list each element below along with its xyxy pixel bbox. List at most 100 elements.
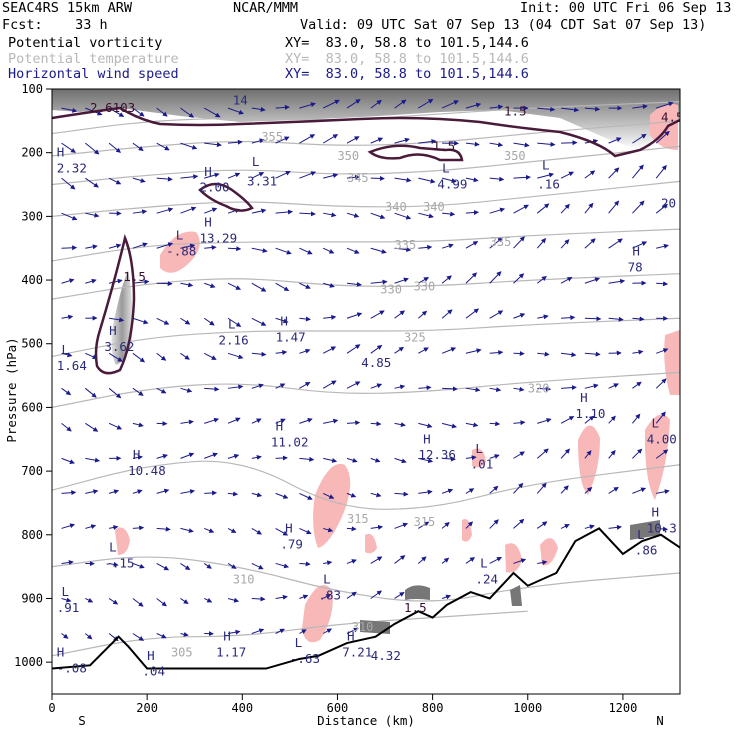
- wind-arrow: [489, 176, 505, 182]
- wind-arrow: [560, 416, 575, 424]
- wind-arrow: [251, 106, 266, 112]
- wind-arrow: [85, 278, 97, 284]
- plot-frame: [51, 88, 681, 695]
- wind-arrow: [560, 239, 570, 249]
- wind-arrow: [632, 316, 645, 322]
- center-label: NCAR/MMM: [233, 0, 299, 16]
- wind-arrow: [228, 246, 242, 252]
- wind-arrow: [513, 142, 530, 148]
- wind-arrow: [465, 521, 474, 529]
- wind-arrow: [251, 454, 262, 460]
- wind-arrow: [465, 210, 479, 216]
- wind-arrow: [156, 317, 170, 325]
- label-value: -.63: [290, 651, 320, 666]
- wind-arrow: [441, 100, 459, 109]
- wind-arrow: [441, 557, 450, 564]
- label-extremum: H: [109, 323, 117, 338]
- label-theta: 315: [414, 515, 436, 529]
- y-axis-title: Pressure (hPa): [4, 337, 19, 442]
- wind-arrow: [108, 561, 119, 567]
- end-label-south: S: [78, 713, 86, 728]
- pv-contour-column: [94, 233, 136, 375]
- wind-arrow: [513, 273, 525, 284]
- wind-arrow: [418, 244, 433, 250]
- wind-arrow: [632, 200, 645, 214]
- wind-arrow: [370, 247, 387, 254]
- wind-arrow: [394, 212, 412, 220]
- wind-arrow: [61, 177, 76, 190]
- wind-arrow: [346, 344, 361, 354]
- wind-arrow: [156, 598, 167, 607]
- wind-arrow: [251, 383, 264, 389]
- wind-arrow: [584, 351, 601, 357]
- wind-arrow: [251, 351, 267, 357]
- wind-arrow: [227, 597, 240, 603]
- wind-arrow: [275, 209, 293, 215]
- model-label: SEAC4RS 15km ARW: [2, 0, 133, 16]
- wind-arrow: [180, 206, 197, 214]
- theta-contour-350: [52, 120, 680, 157]
- wind-arrow: [465, 102, 482, 109]
- wind-arrow: [251, 527, 263, 535]
- label-pv: 4.5: [661, 110, 684, 125]
- wind-arrow: [180, 489, 196, 495]
- wind-arrow: [655, 378, 667, 389]
- wind-arrow: [61, 387, 72, 396]
- wind-arrow: [489, 271, 502, 284]
- field-xy-wind: XY= 83.0, 58.8 to 101.5,144.6: [285, 66, 529, 82]
- wind-arrow: [584, 486, 593, 494]
- wind-arrow: [418, 177, 436, 184]
- label-extremum: L: [109, 540, 117, 555]
- wind-arrow: [442, 456, 456, 462]
- wind-arrow: [584, 524, 595, 530]
- pv-fill-7: [664, 330, 680, 395]
- label-value: .01: [471, 457, 494, 472]
- wind-arrow: [418, 556, 427, 564]
- x-tick-label: 800: [422, 701, 444, 715]
- wind-arrow: [537, 418, 552, 424]
- wind-arrow: [608, 524, 622, 530]
- wind-arrow: [441, 347, 457, 354]
- label-theta: 340: [385, 200, 407, 214]
- wind-arrow: [108, 422, 123, 430]
- wind-arrow: [85, 244, 98, 250]
- wind-arrow: [323, 527, 334, 533]
- wind-arrow: [227, 317, 242, 327]
- wind-arrow: [656, 348, 669, 354]
- wind-arrow: [132, 242, 148, 249]
- wind-arrow: [346, 174, 360, 180]
- wind-arrow: [655, 130, 670, 144]
- wind-arrow: [370, 421, 382, 427]
- label-extremum: H: [223, 629, 231, 644]
- wind-arrow: [656, 101, 674, 109]
- wind-arrow: [465, 308, 479, 319]
- wind-arrow: [108, 352, 123, 362]
- wind-arrow: [108, 387, 122, 399]
- wind-arrow: [108, 525, 119, 530]
- wind-arrow: [346, 99, 361, 109]
- wind-arrow: [322, 99, 340, 109]
- wind-arrow: [132, 177, 146, 183]
- wind-arrow: [608, 278, 626, 284]
- wind-arrow: [227, 629, 241, 635]
- wind-arrow: [299, 247, 313, 255]
- label-extremum: L: [62, 584, 70, 599]
- y-tick-label: 300: [21, 209, 43, 223]
- wind-arrow: [513, 558, 527, 564]
- wind-arrow: [370, 383, 383, 389]
- wind-arrow: [537, 314, 549, 320]
- label-value: 14: [233, 92, 248, 107]
- wind-arrow: [61, 314, 74, 320]
- label-extremum: H: [147, 648, 155, 663]
- wind-arrow: [204, 142, 222, 148]
- y-axis: 100 200 300 400 500 600 700 800 900 1000: [14, 82, 52, 669]
- wind-arrow: [132, 489, 143, 495]
- field-name-theta: Potential temperature: [8, 51, 179, 67]
- wind-vectors: [61, 98, 680, 642]
- wind-arrow: [299, 211, 316, 217]
- label-value: 10.3: [647, 520, 677, 535]
- wind-arrow: [584, 170, 596, 179]
- wind-arrow: [465, 272, 478, 284]
- wind-arrow: [61, 245, 78, 251]
- wind-arrow: [418, 422, 433, 429]
